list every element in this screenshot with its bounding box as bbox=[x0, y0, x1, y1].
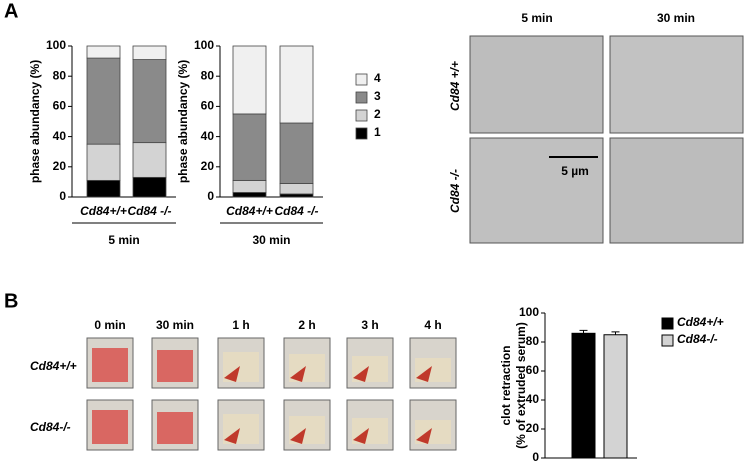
bar-segment bbox=[279, 193, 314, 198]
legend-label: Cd84+/+ bbox=[677, 315, 724, 329]
row-label: Cd84-/- bbox=[30, 420, 71, 434]
x-tick-label: Cd84 -/- bbox=[127, 204, 171, 218]
x-tick-label: Cd84 -/- bbox=[274, 204, 318, 218]
bar bbox=[603, 334, 628, 459]
y-tick-label: 20 bbox=[201, 159, 215, 173]
bar-segment bbox=[132, 176, 167, 198]
y-tick-label: 40 bbox=[526, 392, 540, 406]
x-tick-label: Cd84+/+ bbox=[80, 204, 127, 218]
legend-swatch bbox=[661, 317, 674, 330]
y-tick-label: 40 bbox=[53, 129, 67, 143]
clot-photo bbox=[92, 348, 128, 382]
y-tick-label: 80 bbox=[526, 334, 540, 348]
row-label: Cd84+/+ bbox=[30, 359, 77, 373]
y-tick-label: 100 bbox=[46, 38, 66, 52]
bar-segment bbox=[132, 142, 167, 178]
bar-segment bbox=[132, 45, 167, 60]
legend-swatch bbox=[355, 109, 368, 122]
legend-swatch bbox=[355, 73, 368, 86]
clot-photo bbox=[157, 350, 193, 382]
micrograph bbox=[469, 35, 604, 134]
y-axis-label: phase abundancy (%) bbox=[176, 60, 190, 183]
bar-segment bbox=[232, 45, 267, 115]
legend-label: 2 bbox=[374, 107, 381, 121]
micrograph bbox=[609, 35, 744, 134]
y-axis-label: phase abundancy (%) bbox=[28, 60, 42, 183]
clot-photo bbox=[416, 428, 432, 444]
group-label: 30 min bbox=[252, 233, 290, 247]
y-tick-label: 0 bbox=[532, 450, 539, 464]
row-label: Cd84 +/+ bbox=[448, 61, 462, 111]
bar bbox=[571, 332, 596, 459]
y-tick-label: 20 bbox=[53, 159, 67, 173]
legend-label: 1 bbox=[374, 125, 381, 139]
y-tick-label: 80 bbox=[53, 68, 67, 82]
clot-photo bbox=[224, 428, 240, 444]
bar-segment bbox=[232, 113, 267, 181]
column-label: 4 h bbox=[424, 318, 441, 332]
bar-segment bbox=[86, 57, 121, 145]
legend-swatch bbox=[355, 127, 368, 140]
clot-photo bbox=[92, 410, 128, 444]
clot-photo bbox=[290, 366, 306, 382]
y-tick-label: 20 bbox=[526, 421, 540, 435]
column-label: 2 h bbox=[298, 318, 315, 332]
legend-label: 3 bbox=[374, 89, 381, 103]
panel-label: B bbox=[4, 290, 18, 312]
bar-segment bbox=[86, 179, 121, 198]
micrograph bbox=[609, 137, 744, 244]
legend-swatch bbox=[661, 334, 674, 347]
row-label: Cd84 -/- bbox=[448, 169, 462, 213]
y-tick-label: 40 bbox=[201, 129, 215, 143]
y-tick-label: 60 bbox=[201, 99, 215, 113]
bar-segment bbox=[279, 45, 314, 124]
scale-label: 5 µm bbox=[561, 164, 589, 178]
column-label: 3 h bbox=[361, 318, 378, 332]
y-axis-label: (% of extruded serum) bbox=[514, 322, 528, 449]
bar-segment bbox=[232, 179, 267, 193]
bar-segment bbox=[86, 45, 121, 59]
column-label: 0 min bbox=[94, 318, 125, 332]
column-label: 5 min bbox=[521, 11, 552, 25]
column-label: 1 h bbox=[232, 318, 249, 332]
clot-photo bbox=[157, 412, 193, 444]
y-tick-label: 0 bbox=[207, 189, 214, 203]
y-tick-label: 60 bbox=[526, 363, 540, 377]
bar-segment bbox=[232, 192, 267, 198]
y-tick-label: 100 bbox=[519, 305, 539, 319]
clot-photo bbox=[353, 428, 369, 444]
y-tick-label: 60 bbox=[53, 99, 67, 113]
micrograph bbox=[469, 137, 604, 244]
clot-photo bbox=[224, 366, 240, 382]
column-label: 30 min bbox=[657, 11, 695, 25]
panel-label: A bbox=[4, 0, 18, 22]
bar-segment bbox=[279, 122, 314, 184]
x-tick-label: Cd84+/+ bbox=[226, 204, 273, 218]
clot-photo bbox=[290, 428, 306, 444]
legend-label: 4 bbox=[374, 71, 381, 85]
error-bar bbox=[579, 329, 588, 334]
legend-swatch bbox=[355, 91, 368, 104]
bar-segment bbox=[279, 183, 314, 195]
y-tick-label: 0 bbox=[59, 189, 66, 203]
group-label: 5 min bbox=[108, 233, 139, 247]
bar-segment bbox=[86, 143, 121, 181]
column-label: 30 min bbox=[156, 318, 194, 332]
y-tick-label: 100 bbox=[194, 38, 214, 52]
bar-segment bbox=[132, 59, 167, 144]
legend-label: Cd84-/- bbox=[677, 332, 718, 346]
clot-photo bbox=[416, 366, 432, 382]
y-axis-label: clot retraction bbox=[499, 345, 513, 425]
clot-photo bbox=[353, 366, 369, 382]
error-bar bbox=[611, 331, 620, 335]
y-tick-label: 80 bbox=[201, 68, 215, 82]
